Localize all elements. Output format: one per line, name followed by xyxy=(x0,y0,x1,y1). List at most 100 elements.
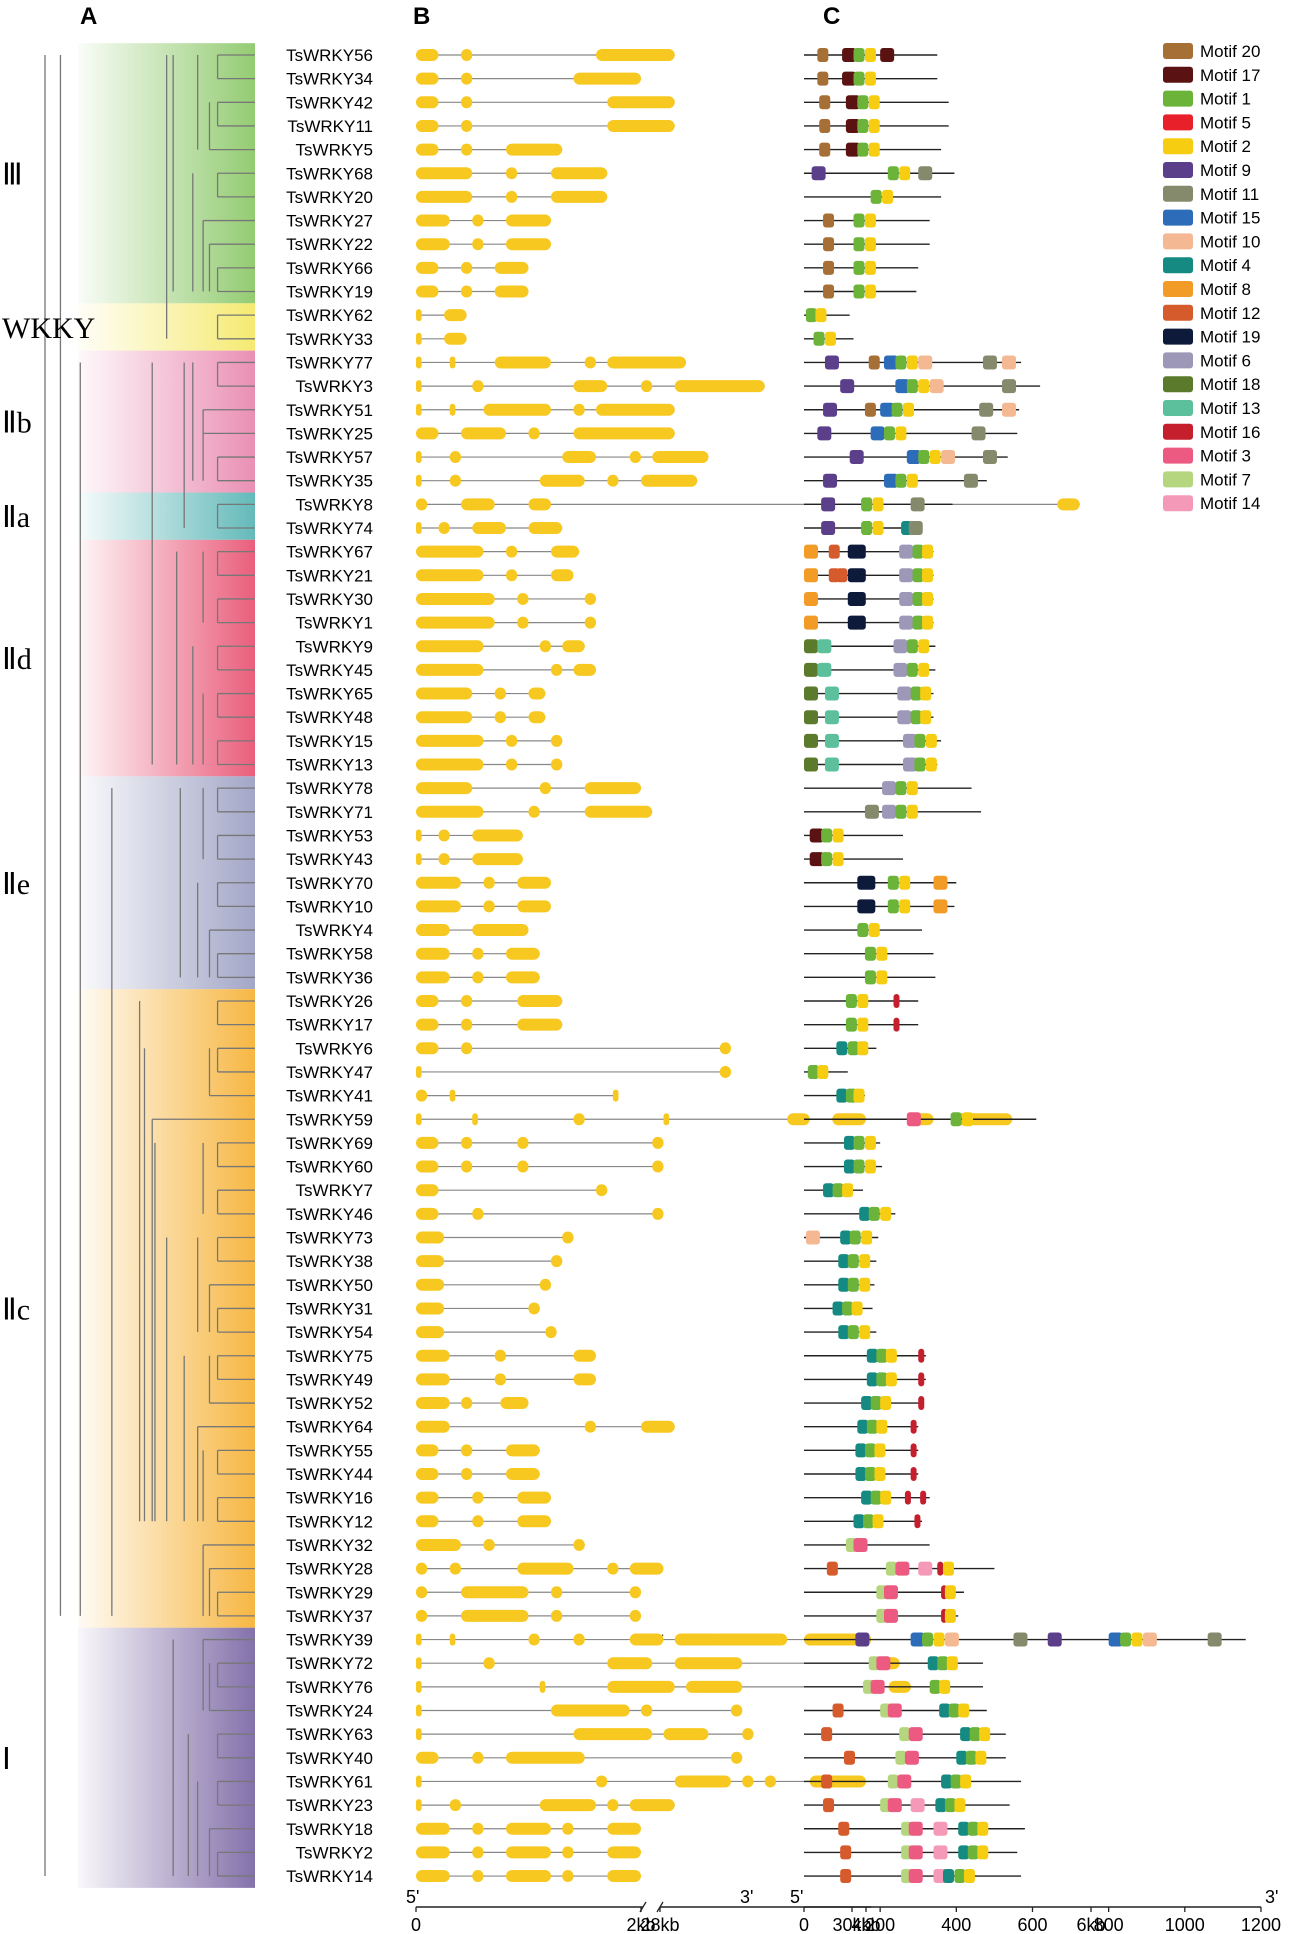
legend-swatch xyxy=(1163,352,1193,369)
motif-1-box xyxy=(832,1183,844,1198)
motif-row xyxy=(804,166,955,181)
gene-label: TsWRKY57 xyxy=(286,448,373,467)
motif-11-box xyxy=(864,804,879,819)
motif-2-box xyxy=(885,1372,897,1387)
motif-17-box xyxy=(842,71,857,86)
group-label: Ⅰ xyxy=(2,1743,11,1776)
exon xyxy=(472,1515,484,1528)
gene-label: TsWRKY51 xyxy=(286,401,373,420)
exon xyxy=(494,285,529,298)
legend-item: Motif 9 xyxy=(1163,161,1251,180)
motif-1-box xyxy=(853,284,865,299)
motif-2-box xyxy=(868,923,880,938)
motif-row xyxy=(804,189,942,204)
gene-structure-row xyxy=(416,96,675,109)
exon xyxy=(629,1633,664,1646)
motif-11-box xyxy=(971,426,986,441)
motif-16-box xyxy=(893,1017,900,1032)
group-label: Ⅱa xyxy=(2,501,30,534)
motif-4-box xyxy=(859,1206,871,1221)
motif-12-box xyxy=(838,1821,850,1836)
gene-structure-row xyxy=(416,1231,574,1244)
exon xyxy=(449,1562,461,1575)
motif-row xyxy=(804,1679,983,1694)
motif-14-box xyxy=(910,1798,925,1813)
motif-row xyxy=(804,970,936,985)
motif-2-box xyxy=(882,189,894,204)
motif-1-box xyxy=(895,804,907,819)
motif-1-box xyxy=(944,1798,956,1813)
motif-18-box xyxy=(804,686,818,701)
motif-row xyxy=(804,710,934,725)
gene-label: TsWRKY7 xyxy=(296,1181,373,1200)
motif-1-box xyxy=(821,852,833,867)
motif-2-box xyxy=(922,544,934,559)
motif-11-box xyxy=(1207,1632,1222,1647)
motif-9-box xyxy=(840,379,855,394)
motif-2-box xyxy=(922,591,934,606)
exon xyxy=(416,1562,428,1575)
motif-2-box xyxy=(815,308,827,323)
gene-structure-row xyxy=(416,805,653,818)
exon xyxy=(416,1657,422,1670)
exon xyxy=(444,332,467,345)
motif-1-box xyxy=(910,686,922,701)
exon xyxy=(461,72,473,85)
motif-row xyxy=(804,544,934,559)
motif-4-box xyxy=(855,1467,867,1481)
legend-label: Motif 6 xyxy=(1200,351,1251,370)
legend-item: Motif 14 xyxy=(1163,494,1260,513)
gene-label: TsWRKY75 xyxy=(286,1347,373,1366)
motif-2-box xyxy=(824,331,836,346)
exon xyxy=(551,190,608,203)
gene-label: TsWRKY30 xyxy=(286,590,373,609)
exon xyxy=(416,427,439,440)
legend-item: Motif 8 xyxy=(1163,280,1251,299)
motif-4-box xyxy=(958,1845,970,1860)
motif-1-box xyxy=(887,899,899,914)
motif-1-box xyxy=(807,1064,819,1079)
exon xyxy=(416,1704,422,1717)
motif-15-box xyxy=(906,450,921,465)
exon xyxy=(461,1444,473,1457)
gene-structure-row xyxy=(416,1018,563,1031)
motif-4-box xyxy=(838,1277,850,1292)
motif-6-box xyxy=(899,544,914,559)
motif-16-box xyxy=(920,1490,927,1505)
motif-1-box xyxy=(857,95,869,110)
exon xyxy=(517,995,563,1007)
motif-4-box xyxy=(840,1230,852,1245)
motif-1-box xyxy=(821,828,833,843)
gene-structure-row xyxy=(416,711,546,724)
motif-1-box xyxy=(910,710,922,725)
exon xyxy=(731,1751,743,1764)
exon xyxy=(551,167,608,180)
exon xyxy=(416,1113,422,1126)
motif-4-box xyxy=(832,1301,844,1316)
gene-label: TsWRKY42 xyxy=(286,93,373,112)
exon xyxy=(506,1846,551,1859)
exon xyxy=(472,1870,484,1883)
gene-structure-row xyxy=(416,853,523,866)
motif-6-box xyxy=(899,615,914,630)
exon xyxy=(483,403,551,416)
exon xyxy=(506,758,518,771)
legend-item: Motif 19 xyxy=(1163,328,1260,347)
exon xyxy=(506,167,518,180)
motif-1-box xyxy=(861,521,873,535)
gene-structure-row xyxy=(416,332,467,345)
exon xyxy=(607,356,686,369)
legend-swatch xyxy=(1163,90,1193,107)
motif-1-box xyxy=(863,1514,875,1529)
motif-2-box xyxy=(864,48,876,62)
motif-1-box xyxy=(853,71,865,86)
gene-structure-row xyxy=(416,1799,675,1812)
exon xyxy=(607,119,675,132)
exon xyxy=(416,1846,450,1859)
exon xyxy=(472,853,523,866)
motif-6-box xyxy=(893,662,908,677)
motif-2-box xyxy=(885,1348,897,1363)
motif-row xyxy=(804,237,930,252)
exon xyxy=(416,72,439,85)
gene-label: TsWRKY13 xyxy=(286,756,373,775)
